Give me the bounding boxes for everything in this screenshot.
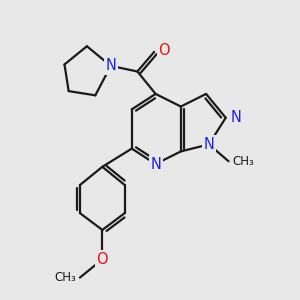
Text: N: N xyxy=(105,58,116,74)
Text: N: N xyxy=(231,110,242,125)
Text: N: N xyxy=(150,157,161,172)
Text: CH₃: CH₃ xyxy=(233,155,254,168)
Text: O: O xyxy=(158,43,170,58)
Text: O: O xyxy=(97,252,108,267)
Text: CH₃: CH₃ xyxy=(54,271,76,284)
Text: N: N xyxy=(203,137,214,152)
